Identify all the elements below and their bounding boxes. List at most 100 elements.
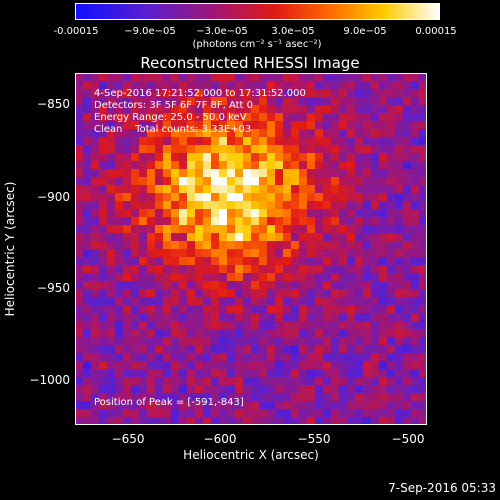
heatmap-cell xyxy=(171,329,180,338)
heatmap-cell xyxy=(211,265,220,274)
heatmap-cell xyxy=(307,249,316,258)
heatmap-cell xyxy=(163,393,172,402)
heatmap-cell xyxy=(363,289,372,298)
heatmap-cell xyxy=(219,249,228,258)
heatmap-cell xyxy=(299,105,308,114)
y-tick-label: −950 xyxy=(37,281,70,295)
heatmap-cell xyxy=(243,161,252,170)
heatmap-cell xyxy=(131,313,140,322)
heatmap-cell xyxy=(403,281,412,290)
heatmap-cell xyxy=(275,393,284,402)
heatmap-cell xyxy=(339,217,348,226)
heatmap-cell xyxy=(339,417,348,425)
heatmap-cell xyxy=(235,73,244,82)
heatmap-cell xyxy=(75,153,84,162)
heatmap-cell xyxy=(187,137,196,146)
heatmap-cell xyxy=(411,137,420,146)
heatmap-cell xyxy=(267,73,276,82)
heatmap-cell xyxy=(411,105,420,114)
heatmap-cell xyxy=(299,121,308,130)
heatmap-cell xyxy=(243,153,252,162)
heatmap-cell xyxy=(163,329,172,338)
heatmap-cell xyxy=(251,289,260,298)
heatmap-cell xyxy=(419,313,427,322)
heatmap-cell xyxy=(275,153,284,162)
heatmap-cell xyxy=(275,377,284,386)
heatmap-cell xyxy=(147,265,156,274)
heatmap-cell xyxy=(99,281,108,290)
heatmap-cell xyxy=(203,201,212,210)
heatmap-cell xyxy=(395,361,404,370)
heatmap-cell xyxy=(251,305,260,314)
heatmap-cell xyxy=(211,137,220,146)
heatmap-cell xyxy=(99,369,108,378)
heatmap-cell xyxy=(355,297,364,306)
heatmap-cell xyxy=(155,401,164,410)
heatmap-cell xyxy=(331,217,340,226)
heatmap-cell xyxy=(355,385,364,394)
heatmap-cell xyxy=(419,369,427,378)
heatmap-cell xyxy=(347,105,356,114)
heatmap-cell xyxy=(403,321,412,330)
heatmap-cell xyxy=(91,305,100,314)
heatmap-cell xyxy=(179,97,188,106)
heatmap-cell xyxy=(387,193,396,202)
heatmap-cell xyxy=(179,153,188,162)
heatmap-cell xyxy=(299,145,308,154)
heatmap-cell xyxy=(155,129,164,138)
heatmap-cell xyxy=(243,113,252,122)
heatmap-cell xyxy=(411,417,420,425)
heatmap-cell xyxy=(83,281,92,290)
heatmap-cell xyxy=(395,81,404,90)
heatmap-cell xyxy=(203,121,212,130)
heatmap-cell xyxy=(347,265,356,274)
heatmap-cell xyxy=(267,89,276,98)
heatmap-cell xyxy=(323,337,332,346)
heatmap-cell xyxy=(259,393,268,402)
heatmap-cell xyxy=(291,321,300,330)
heatmap-cell xyxy=(147,377,156,386)
heatmap-cell xyxy=(107,177,116,186)
heatmap-cell xyxy=(107,161,116,170)
heatmap-cell xyxy=(411,273,420,282)
heatmap-cell xyxy=(227,393,236,402)
heatmap-cell xyxy=(219,297,228,306)
heatmap-cell xyxy=(283,265,292,274)
heatmap-cell xyxy=(307,121,316,130)
heatmap-cell xyxy=(275,209,284,218)
heatmap-cell xyxy=(307,113,316,122)
heatmap-cell xyxy=(387,209,396,218)
heatmap-cell xyxy=(331,97,340,106)
heatmap-cell xyxy=(331,345,340,354)
heatmap-cell xyxy=(235,297,244,306)
heatmap-cell xyxy=(75,417,84,425)
heatmap-cell xyxy=(83,217,92,226)
heatmap-cell xyxy=(179,201,188,210)
heatmap-cell xyxy=(299,273,308,282)
heatmap-cell xyxy=(331,225,340,234)
heatmap-cell xyxy=(75,137,84,146)
heatmap-cell xyxy=(139,113,148,122)
heatmap-cell xyxy=(347,289,356,298)
heatmap-cell xyxy=(107,73,116,82)
heatmap-cell xyxy=(243,89,252,98)
heatmap-cell xyxy=(243,177,252,186)
heatmap-cell xyxy=(163,305,172,314)
heatmap-cell xyxy=(243,313,252,322)
heatmap-cell xyxy=(171,369,180,378)
heatmap-cell xyxy=(203,217,212,226)
heatmap-cell xyxy=(395,137,404,146)
heatmap-cell xyxy=(259,353,268,362)
heatmap-cell xyxy=(195,137,204,146)
heatmap-cell xyxy=(131,241,140,250)
heatmap-cell xyxy=(187,81,196,90)
heatmap-cell xyxy=(379,169,388,178)
heatmap-cell xyxy=(259,281,268,290)
heatmap-cell xyxy=(411,185,420,194)
heatmap-cell xyxy=(339,409,348,418)
heatmap-cell xyxy=(307,305,316,314)
heatmap-cell xyxy=(363,73,372,82)
heatmap-cell xyxy=(251,417,260,425)
heatmap-cell xyxy=(355,337,364,346)
heatmap-cell xyxy=(379,161,388,170)
